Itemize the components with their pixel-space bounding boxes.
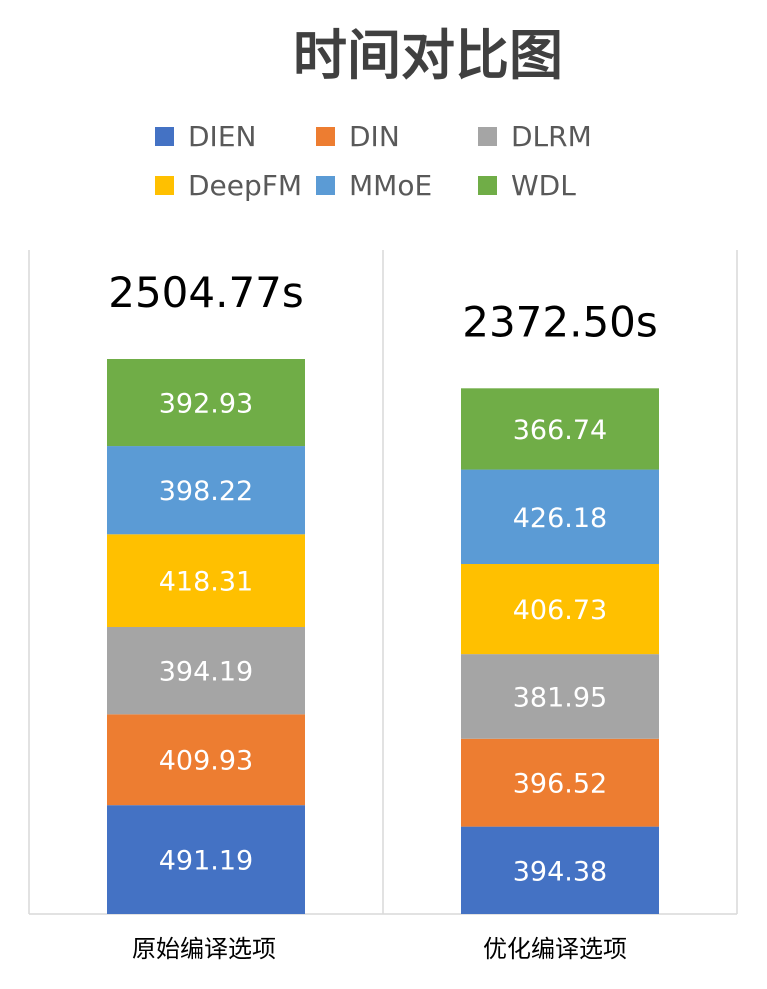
legend-swatch-dien bbox=[155, 127, 174, 146]
data-label-deepfm-1: 406.73 bbox=[513, 595, 607, 626]
data-label-mmoe-0: 398.22 bbox=[159, 476, 253, 507]
legend-swatch-mmoe bbox=[316, 176, 335, 195]
legend-label-dien: DIEN bbox=[188, 120, 256, 153]
legend-label-dlrm: DLRM bbox=[511, 120, 592, 153]
legend: DIEN DIN DLRM DeepFM MMoE WDL bbox=[155, 120, 592, 202]
category-label-1: 优化编译选项 bbox=[483, 935, 627, 963]
bar-segment-wdl-1 bbox=[461, 388, 659, 470]
total-label-0: 2504.77s bbox=[108, 268, 304, 317]
total-label-1: 2372.50s bbox=[462, 297, 658, 346]
data-label-dlrm-1: 381.95 bbox=[513, 682, 607, 713]
legend-label-mmoe: MMoE bbox=[349, 169, 432, 202]
plot-area: 491.19 409.93 394.19 418.31 398.22 392.93 2504… bbox=[28, 250, 738, 963]
category-label-0: 原始编译选项 bbox=[132, 935, 276, 963]
bar-segment-dien-1 bbox=[461, 826, 659, 914]
legend-swatch-wdl bbox=[478, 176, 497, 195]
chart-title: 时间对比图 bbox=[293, 24, 563, 87]
bar-segment-dien-0 bbox=[107, 805, 305, 914]
bar-segment-deepfm-1 bbox=[461, 564, 659, 655]
data-label-dlrm-0: 394.19 bbox=[159, 657, 253, 688]
bar-segment-dlrm-1 bbox=[461, 654, 659, 739]
data-label-dien-1: 394.38 bbox=[513, 856, 607, 887]
data-label-wdl-0: 392.93 bbox=[159, 389, 253, 420]
bar-segment-din-0 bbox=[107, 714, 305, 806]
data-label-mmoe-1: 426.18 bbox=[513, 503, 607, 534]
data-label-deepfm-0: 418.31 bbox=[159, 567, 253, 598]
data-label-din-1: 396.52 bbox=[513, 769, 607, 800]
legend-swatch-din bbox=[316, 127, 335, 146]
data-label-wdl-1: 366.74 bbox=[513, 415, 607, 446]
legend-label-deepfm: DeepFM bbox=[188, 169, 302, 202]
legend-label-wdl: WDL bbox=[511, 169, 576, 202]
bar-segment-deepfm-0 bbox=[107, 534, 305, 627]
data-label-dien-0: 491.19 bbox=[159, 846, 253, 877]
bars: 491.19 409.93 394.19 418.31 398.22 392.93 2504… bbox=[107, 268, 659, 914]
legend-label-din: DIN bbox=[349, 120, 400, 153]
bar-segment-dlrm-0 bbox=[107, 626, 305, 715]
bar-segment-mmoe-0 bbox=[107, 446, 305, 535]
bar-segment-mmoe-1 bbox=[461, 469, 659, 565]
category-labels: 原始编译选项 优化编译选项 bbox=[132, 935, 627, 963]
legend-swatch-deepfm bbox=[155, 176, 174, 195]
legend-swatch-dlrm bbox=[478, 127, 497, 146]
bar-segment-wdl-0 bbox=[107, 359, 305, 447]
data-label-din-0: 409.93 bbox=[159, 746, 253, 777]
bar-segment-din-1 bbox=[461, 738, 659, 827]
